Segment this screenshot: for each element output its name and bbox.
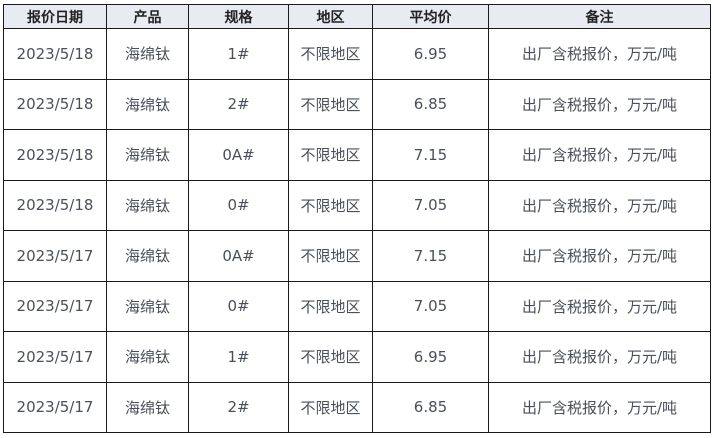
table-row: 2023/5/17 海绵钛 0# 不限地区 7.05 出厂含税报价，万元/吨 [3,280,711,332]
header-date: 报价日期 [3,4,107,29]
cell-avg-price: 6.95 [372,331,489,383]
table-row: 2023/5/17 海绵钛 0A# 不限地区 7.15 出厂含税报价，万元/吨 [3,230,711,282]
cell-region: 不限地区 [288,28,373,80]
cell-spec: 0# [188,179,289,231]
cell-date: 2023/5/18 [3,129,107,181]
cell-note: 出厂含税报价，万元/吨 [488,28,711,80]
header-row: 报价日期 产品 规格 地区 平均价 备注 [3,4,711,29]
cell-region: 不限地区 [288,179,373,231]
header-note: 备注 [488,4,711,29]
cell-region: 不限地区 [288,230,373,282]
cell-region: 不限地区 [288,129,373,181]
cell-note: 出厂含税报价，万元/吨 [488,280,711,332]
cell-product: 海绵钛 [106,78,189,130]
cell-spec: 1# [188,331,289,383]
cell-avg-price: 6.95 [372,28,489,80]
table-row: 2023/5/17 海绵钛 1# 不限地区 6.95 出厂含税报价，万元/吨 [3,331,711,383]
cell-spec: 2# [188,381,289,433]
cell-product: 海绵钛 [106,381,189,433]
cell-avg-price: 7.05 [372,280,489,332]
cell-avg-price: 6.85 [372,381,489,433]
table-row: 2023/5/18 海绵钛 0A# 不限地区 7.15 出厂含税报价，万元/吨 [3,129,711,181]
cell-region: 不限地区 [288,331,373,383]
cell-note: 出厂含税报价，万元/吨 [488,129,711,181]
cell-product: 海绵钛 [106,129,189,181]
cell-product: 海绵钛 [106,28,189,80]
price-table: 报价日期 产品 规格 地区 平均价 备注 2023/5/18 海绵钛 1# 不限地区 6.95 出厂… [3,4,711,433]
cell-product: 海绵钛 [106,280,189,332]
header-product: 产品 [106,4,189,29]
header-spec: 规格 [188,4,289,29]
table-row: 2023/5/17 海绵钛 2# 不限地区 6.85 出厂含税报价，万元/吨 [3,381,711,433]
cell-region: 不限地区 [288,280,373,332]
cell-spec: 0# [188,280,289,332]
header-avg-price: 平均价 [372,4,489,29]
header-region: 地区 [288,4,373,29]
cell-spec: 1# [188,28,289,80]
cell-spec: 2# [188,78,289,130]
cell-avg-price: 7.15 [372,129,489,181]
table-row: 2023/5/18 海绵钛 1# 不限地区 6.95 出厂含税报价，万元/吨 [3,28,711,80]
cell-note: 出厂含税报价，万元/吨 [488,230,711,282]
cell-date: 2023/5/17 [3,230,107,282]
cell-note: 出厂含税报价，万元/吨 [488,179,711,231]
cell-spec: 0A# [188,230,289,282]
cell-date: 2023/5/17 [3,331,107,383]
cell-avg-price: 7.15 [372,230,489,282]
table-row: 2023/5/18 海绵钛 2# 不限地区 6.85 出厂含税报价，万元/吨 [3,78,711,130]
cell-date: 2023/5/18 [3,78,107,130]
cell-date: 2023/5/18 [3,28,107,80]
cell-date: 2023/5/17 [3,280,107,332]
cell-region: 不限地区 [288,381,373,433]
cell-spec: 0A# [188,129,289,181]
cell-date: 2023/5/18 [3,179,107,231]
cell-product: 海绵钛 [106,179,189,231]
cell-date: 2023/5/17 [3,381,107,433]
cell-note: 出厂含税报价，万元/吨 [488,381,711,433]
cell-note: 出厂含税报价，万元/吨 [488,331,711,383]
cell-region: 不限地区 [288,78,373,130]
cell-product: 海绵钛 [106,331,189,383]
cell-note: 出厂含税报价，万元/吨 [488,78,711,130]
cell-product: 海绵钛 [106,230,189,282]
cell-avg-price: 7.05 [372,179,489,231]
cell-avg-price: 6.85 [372,78,489,130]
table-row: 2023/5/18 海绵钛 0# 不限地区 7.05 出厂含税报价，万元/吨 [3,179,711,231]
